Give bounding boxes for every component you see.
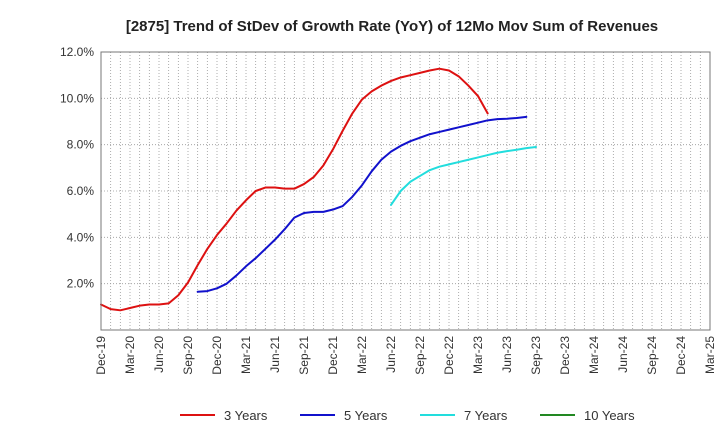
x-tick-label: Jun-23 xyxy=(500,336,514,373)
y-tick-label: 12.0% xyxy=(60,45,94,59)
x-tick-label: Jun-24 xyxy=(616,336,630,373)
x-tick-label: Sep-23 xyxy=(529,336,543,375)
series-line xyxy=(100,67,489,312)
x-tick-label: Sep-21 xyxy=(297,336,311,375)
x-tick-label: Mar-20 xyxy=(123,336,137,374)
x-tick-label: Mar-23 xyxy=(471,336,485,374)
y-tick-label: 6.0% xyxy=(67,184,95,198)
x-tick-label: Sep-20 xyxy=(181,336,195,375)
x-tick-label: Jun-21 xyxy=(268,336,282,373)
plot-area xyxy=(101,52,710,330)
x-axis: Dec-19 Mar-20 Jun-20 Sep-20 Dec-20 Mar-21 Jun-… xyxy=(94,336,717,375)
x-tick-label: Sep-24 xyxy=(645,336,659,375)
legend: 3 Years 5 Years 7 Years 10 Years xyxy=(180,408,635,423)
x-tick-label: Dec-19 xyxy=(94,336,108,375)
x-tick-label: Dec-20 xyxy=(210,336,224,375)
y-tick-label: 2.0% xyxy=(67,277,95,291)
series-line xyxy=(390,145,537,206)
y-tick-label: 10.0% xyxy=(60,91,94,105)
x-tick-label: Mar-22 xyxy=(355,336,369,374)
x-tick-label: Dec-24 xyxy=(674,336,688,375)
x-tick-label: Jun-20 xyxy=(152,336,166,373)
x-tick-label: Mar-25 xyxy=(703,336,717,374)
series-lines xyxy=(100,67,537,312)
legend-label: 7 Years xyxy=(464,408,508,423)
x-tick-label: Dec-22 xyxy=(442,336,456,375)
x-tick-label: Jun-22 xyxy=(384,336,398,373)
y-tick-label: 4.0% xyxy=(67,230,95,244)
legend-label: 10 Years xyxy=(584,408,635,423)
x-tick-label: Mar-24 xyxy=(587,336,601,374)
legend-label: 5 Years xyxy=(344,408,388,423)
chart-title: [2875] Trend of StDev of Growth Rate (Yo… xyxy=(126,18,658,35)
legend-label: 3 Years xyxy=(224,408,268,423)
x-tick-label: Dec-21 xyxy=(326,336,340,375)
series-line xyxy=(196,115,528,293)
grid xyxy=(101,51,710,330)
x-tick-label: Dec-23 xyxy=(558,336,572,375)
y-axis: 2.0% 4.0% 6.0% 8.0% 10.0% 12.0% xyxy=(60,45,94,291)
x-tick-label: Mar-21 xyxy=(239,336,253,374)
y-tick-label: 8.0% xyxy=(67,138,95,152)
x-tick-label: Sep-22 xyxy=(413,336,427,375)
plot-border xyxy=(100,51,711,331)
